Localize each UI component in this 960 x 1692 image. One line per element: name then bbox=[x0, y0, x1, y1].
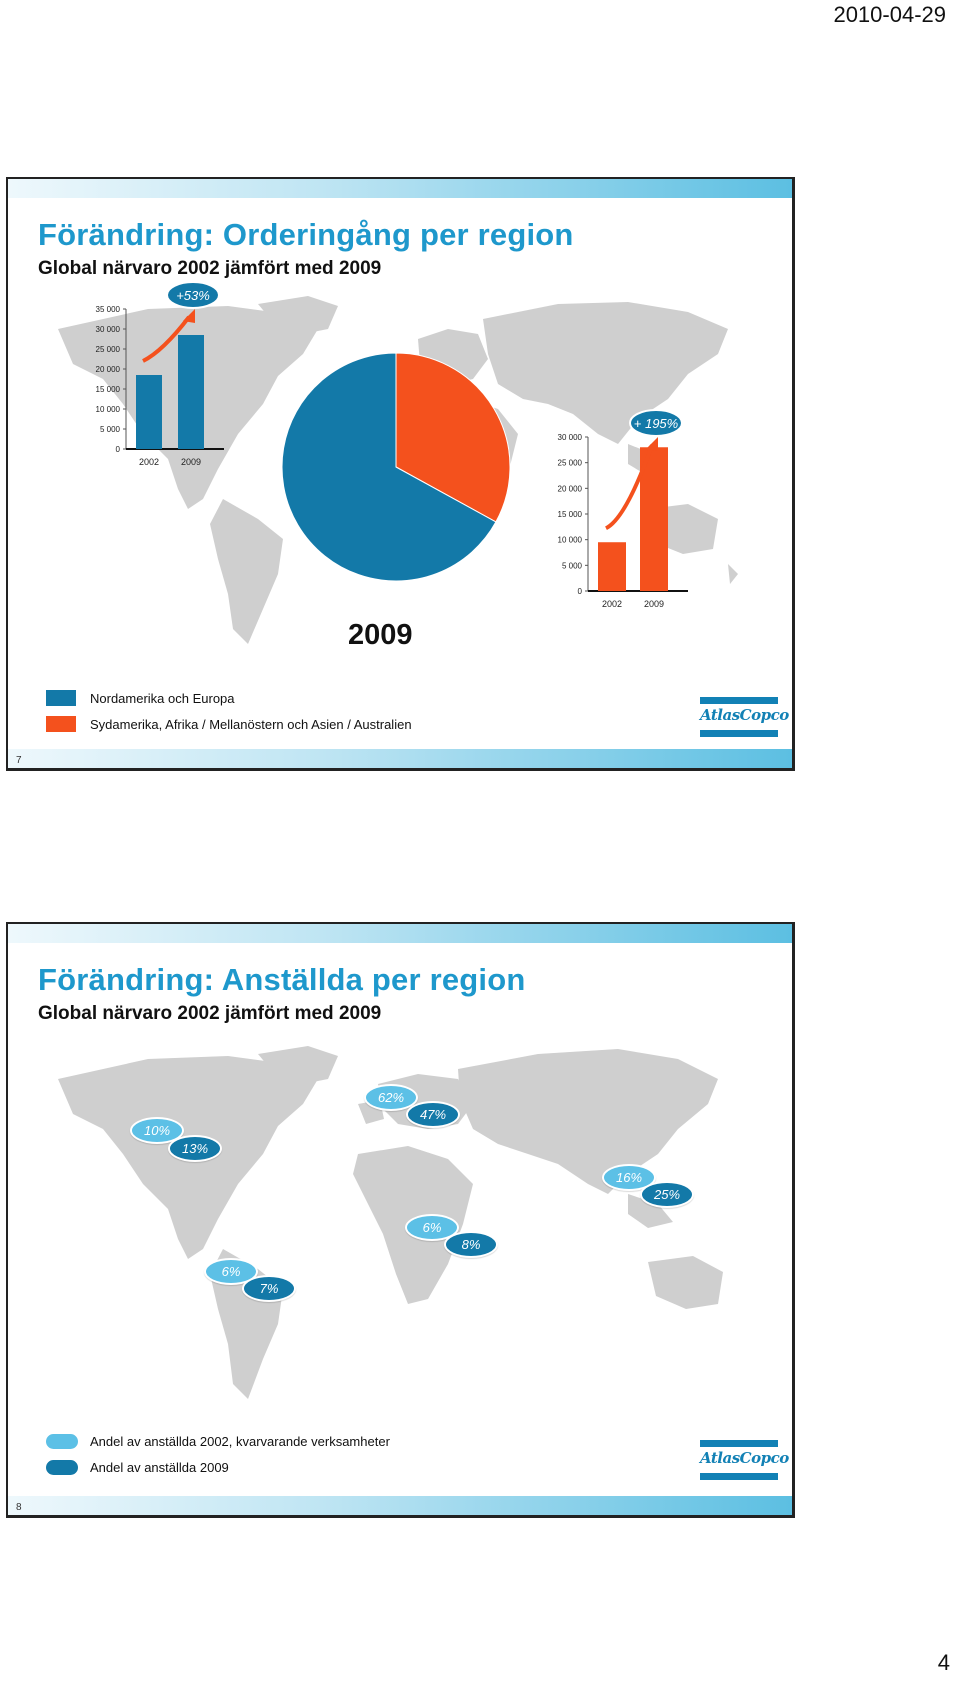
y-tick-label: 5 000 bbox=[100, 425, 121, 434]
slide-subtitle: Global närvaro 2002 jämfört med 2009 bbox=[38, 1003, 382, 1024]
slide-bottom-bar bbox=[8, 1496, 792, 1515]
bar-2009 bbox=[640, 447, 668, 591]
pie-year-label: 2009 bbox=[348, 619, 413, 651]
y-tick-label: 20 000 bbox=[558, 484, 583, 493]
y-tick-label: 30 000 bbox=[558, 433, 583, 442]
growth-callout-label: + 195% bbox=[634, 416, 678, 431]
y-tick-label: 0 bbox=[578, 587, 583, 596]
legend-swatch-orange bbox=[46, 716, 76, 732]
atlas-copco-logo: AtlasCopco bbox=[700, 697, 789, 737]
arrow-head bbox=[183, 309, 195, 323]
page-number: 4 bbox=[937, 1650, 950, 1675]
bubble-asia-2009: 25% bbox=[640, 1181, 694, 1208]
bar-2009 bbox=[178, 335, 204, 449]
legend-label: Nordamerika och Europa bbox=[90, 691, 235, 706]
slide-top-bar bbox=[8, 924, 792, 943]
y-tick-label: 10 000 bbox=[558, 536, 583, 545]
growth-callout bbox=[629, 409, 683, 437]
y-tick-label: 15 000 bbox=[558, 510, 583, 519]
slide-title: Förändring: Anställda per region bbox=[38, 962, 526, 997]
bar-chart-other-regions: 0 5 000 10 000 15 000 20 000 25 000 30 000 2002… bbox=[558, 409, 688, 609]
atlas-copco-logo: AtlasCopco bbox=[700, 1440, 789, 1480]
y-tick-label: 0 bbox=[116, 445, 121, 454]
y-tick-label: 10 000 bbox=[96, 405, 121, 414]
legend-swatch-blue bbox=[46, 690, 76, 706]
bubble-europe-2009: 47% bbox=[406, 1101, 460, 1128]
bar-chart-north-america-europe: 0 5 000 10 000 15 000 20 000 25 000 30 000 35 0… bbox=[96, 281, 224, 467]
pie-chart-2009 bbox=[281, 352, 511, 582]
bubble-africa-2009: 8% bbox=[444, 1231, 498, 1258]
slide-orders: Förändring: Orderingång per region Globa… bbox=[6, 177, 795, 771]
y-tick-label: 30 000 bbox=[96, 325, 121, 334]
x-tick-label: 2009 bbox=[644, 599, 664, 609]
y-tick-label: 25 000 bbox=[558, 459, 583, 468]
bar-2002 bbox=[136, 375, 162, 449]
y-tick-label: 35 000 bbox=[96, 305, 121, 314]
bubble-south-america-2009: 7% bbox=[242, 1275, 296, 1302]
bubble-north-america-2009: 13% bbox=[168, 1135, 222, 1162]
legend-pill-light bbox=[46, 1434, 78, 1449]
legend-label: Andel av anställda 2009 bbox=[90, 1460, 229, 1475]
legend-label: Sydamerika, Afrika / Mellanöstern och As… bbox=[90, 717, 412, 732]
x-tick-label: 2009 bbox=[181, 457, 201, 467]
growth-arrow bbox=[142, 315, 191, 363]
bubble-africa-2002: 6% bbox=[405, 1214, 459, 1241]
legend-pill-dark bbox=[46, 1460, 78, 1475]
y-tick-label: 15 000 bbox=[96, 385, 121, 394]
y-tick-label: 5 000 bbox=[562, 561, 583, 570]
bar-2002 bbox=[598, 542, 626, 591]
growth-callout-label: +53% bbox=[176, 288, 210, 303]
x-tick-label: 2002 bbox=[602, 599, 622, 609]
slide-number: 7 bbox=[16, 755, 22, 766]
page-date: 2010-04-29 bbox=[833, 2, 946, 27]
bubble-europe-2002: 62% bbox=[364, 1084, 418, 1111]
slide-employees: Förändring: Anställda per region Global … bbox=[6, 922, 795, 1518]
slide-subtitle: Global närvaro 2002 jämfört med 2009 bbox=[38, 258, 382, 279]
slide-title: Förändring: Orderingång per region bbox=[38, 217, 574, 252]
slide-number: 8 bbox=[16, 1502, 22, 1513]
y-tick-label: 20 000 bbox=[96, 365, 121, 374]
slide-bottom-bar bbox=[8, 749, 792, 768]
pie-slice-other-regions bbox=[395, 352, 511, 523]
bubble-south-america-2002: 6% bbox=[204, 1258, 258, 1285]
slide-top-bar bbox=[8, 179, 792, 198]
y-tick-label: 25 000 bbox=[96, 345, 121, 354]
arrow-head bbox=[646, 437, 658, 451]
legend-label: Andel av anställda 2002, kvarvarande ver… bbox=[90, 1434, 390, 1449]
x-tick-label: 2002 bbox=[139, 457, 159, 467]
growth-callout bbox=[166, 281, 220, 309]
pie-slice-north-america-europe bbox=[281, 352, 497, 582]
growth-arrow bbox=[604, 444, 654, 531]
